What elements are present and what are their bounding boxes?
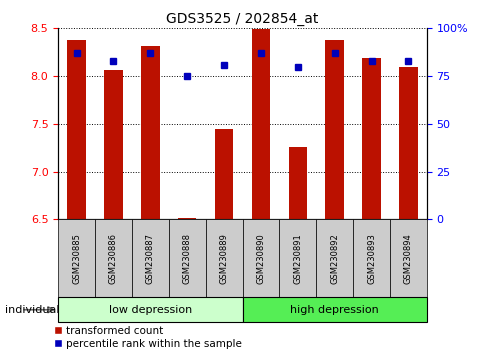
Text: GSM230886: GSM230886	[109, 233, 118, 284]
Bar	[352, 219, 389, 297]
Bar	[141, 46, 159, 219]
Bar	[389, 219, 426, 297]
Bar	[95, 219, 132, 297]
Bar	[242, 297, 426, 322]
Text: GSM230891: GSM230891	[293, 233, 302, 284]
Text: GSM230885: GSM230885	[72, 233, 81, 284]
Bar	[325, 40, 343, 219]
Bar	[398, 67, 417, 219]
Bar	[214, 129, 233, 219]
Bar	[288, 147, 306, 219]
Text: individual: individual	[5, 305, 59, 315]
Text: GSM230888: GSM230888	[182, 233, 191, 284]
Bar	[316, 219, 352, 297]
Text: low depression: low depression	[108, 305, 192, 315]
Bar	[58, 297, 242, 322]
Bar	[362, 58, 380, 219]
Bar	[168, 219, 205, 297]
Bar	[67, 40, 86, 219]
Text: GSM230892: GSM230892	[330, 233, 338, 284]
Bar	[104, 70, 122, 219]
Bar	[242, 219, 279, 297]
Text: GSM230889: GSM230889	[219, 233, 228, 284]
Text: GSM230894: GSM230894	[403, 233, 412, 284]
Title: GDS3525 / 202854_at: GDS3525 / 202854_at	[166, 12, 318, 26]
Text: GSM230887: GSM230887	[146, 233, 154, 284]
Text: GSM230893: GSM230893	[366, 233, 375, 284]
Bar	[58, 219, 95, 297]
Bar	[132, 219, 168, 297]
Bar	[178, 218, 196, 219]
Bar	[205, 219, 242, 297]
Bar	[251, 29, 270, 219]
Text: high depression: high depression	[290, 305, 378, 315]
Text: GSM230890: GSM230890	[256, 233, 265, 284]
Bar	[279, 219, 316, 297]
Legend: transformed count, percentile rank within the sample: transformed count, percentile rank withi…	[54, 326, 242, 349]
